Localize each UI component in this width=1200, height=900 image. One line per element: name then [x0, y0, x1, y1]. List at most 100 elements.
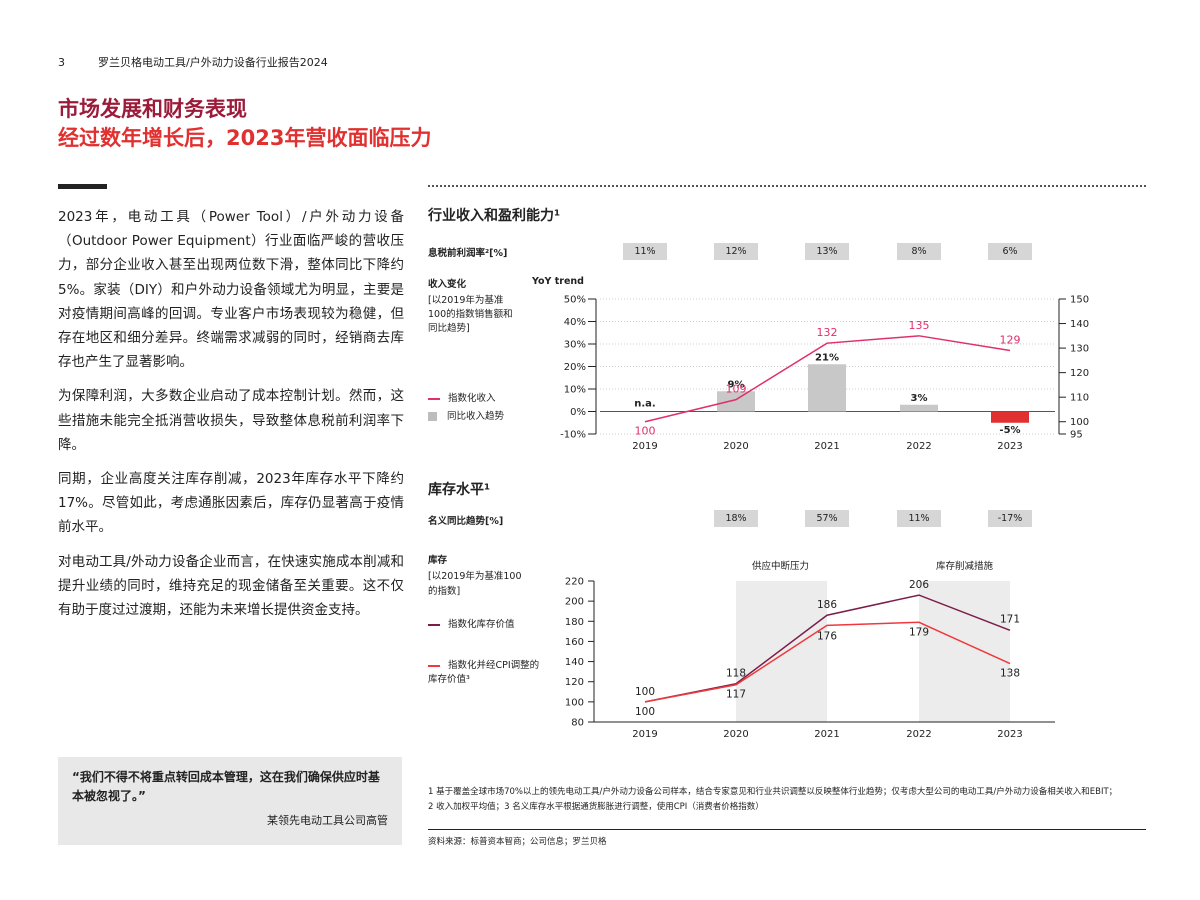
- body-paragraph: 对电动工具/外动力设备企业而言，在快速实施成本削减和提升业绩的同时，维持充足的现…: [58, 553, 404, 619]
- nominal-pill: 57%: [805, 510, 849, 527]
- chart2-legend-1: 指数化库存价值: [428, 616, 515, 630]
- x-tick-label: 2020: [723, 729, 748, 740]
- x-tick-label: 2019: [632, 729, 657, 740]
- left-tick-label: 40%: [564, 317, 586, 328]
- chart2-legend-2-cont: 库存价值³: [428, 674, 470, 685]
- x-tick-label: 2022: [906, 729, 931, 740]
- shaded-band: [919, 581, 1010, 722]
- chart2-legend-2: 指数化并经CPI调整的: [428, 657, 539, 671]
- y-tick-label: 140: [565, 657, 584, 668]
- bar-label: n.a.: [634, 399, 655, 410]
- x-tick-label: 2022: [906, 441, 931, 452]
- line-data-label: 132: [817, 326, 838, 339]
- quote-text: “我们不得不将重点转回成本管理，这在我们确保供应时基本被忽视了。”: [72, 770, 380, 803]
- band-label: 库存削减措施: [936, 561, 994, 572]
- chart2-title: 库存水平¹: [428, 482, 491, 498]
- body-paragraph: 同期，企业高度关注库存削减，2023年库存水平下降约17%。尽管如此，考虑通胀因…: [58, 471, 404, 536]
- x-tick-label: 2021: [814, 441, 839, 452]
- left-tick-label: 0%: [570, 407, 586, 418]
- ebit-pill: 12%: [714, 243, 758, 260]
- revenue-trend-bar: [808, 364, 846, 412]
- quote-box: “我们不得不将重点转回成本管理，这在我们确保供应时基本被忽视了。” 某领先电动工…: [58, 757, 402, 845]
- left-tick-label: 10%: [564, 385, 586, 396]
- bar-label: 3%: [911, 393, 928, 404]
- chart2-axis-title: 库存: [428, 555, 448, 566]
- line-data-label: 179: [909, 626, 929, 638]
- line-data-label: 171: [1000, 613, 1020, 625]
- y-tick-label: 100: [565, 697, 584, 708]
- left-tick-label: 30%: [564, 340, 586, 351]
- shaded-band: [736, 581, 827, 722]
- legend-swatch: [428, 664, 440, 667]
- legend-swatch: [428, 412, 437, 421]
- legend-swatch: [428, 397, 440, 400]
- line-data-label: 176: [817, 630, 837, 642]
- nominal-pill: 18%: [714, 510, 758, 527]
- chart1-axis-title: 收入变化: [428, 279, 467, 290]
- line-data-label: 186: [817, 599, 837, 611]
- right-tick-label: 110: [1070, 393, 1089, 404]
- section-subtitle: 经过数年增长后，2023年营收面临压力: [58, 126, 432, 150]
- line-data-label: 109: [726, 383, 747, 396]
- left-tick-label: 20%: [564, 362, 586, 373]
- section-title: 市场发展和财务表现: [58, 97, 247, 121]
- x-tick-label: 2023: [997, 441, 1022, 452]
- y-tick-label: 180: [565, 617, 584, 628]
- nominal-pill: 11%: [897, 510, 941, 527]
- chart1-legend-bar: 同比收入趋势: [428, 408, 504, 422]
- line-data-label: 135: [909, 319, 930, 332]
- x-tick-label: 2023: [997, 729, 1022, 740]
- y-tick-label: 200: [565, 597, 584, 608]
- revenue-trend-bar: [900, 404, 938, 412]
- x-tick-label: 2019: [632, 441, 657, 452]
- right-tick-label: 120: [1070, 368, 1089, 379]
- nominal-pill: -17%: [988, 510, 1032, 527]
- legend-swatch: [428, 623, 440, 626]
- revenue-trend-bar: [717, 391, 755, 412]
- line-data-label: 138: [1000, 668, 1020, 680]
- right-tick-label: 150: [1070, 295, 1089, 306]
- x-tick-label: 2021: [814, 729, 839, 740]
- ebit-pill: 8%: [897, 243, 941, 260]
- body-paragraph: 2023年，电动工具（Power Tool）/户外动力设备（Outdoor Po…: [58, 209, 404, 371]
- ebit-pill: 13%: [805, 243, 849, 260]
- footnote: 1 基于覆盖全球市场70%以上的领先电动工具/户外动力设备公司样本，结合专家意见…: [428, 787, 1118, 797]
- line-data-label: 206: [909, 579, 929, 591]
- chart1-axis-subtitle: [以2019年为基准: [428, 295, 504, 306]
- bar-label: -5%: [999, 425, 1020, 436]
- chart1-ebit-label: 息税前利润率²[%]: [428, 248, 508, 259]
- source-divider: [428, 829, 1146, 830]
- ebit-pill: 6%: [988, 243, 1032, 260]
- right-tick-label: 140: [1070, 319, 1089, 330]
- line-data-label: 100: [635, 425, 656, 438]
- document-title: 罗兰贝格电动工具/户外动力设备行业报告2024: [98, 56, 328, 69]
- cpi-adjusted-inventory-line: [644, 621, 1011, 703]
- y-tick-label: 120: [565, 677, 584, 688]
- band-label: 供应中断压力: [752, 561, 810, 572]
- indexed-revenue-line: [644, 335, 1011, 423]
- footnotes: 1 基于覆盖全球市场70%以上的领先电动工具/户外动力设备公司样本，结合专家意见…: [428, 785, 1148, 814]
- quote-attribution: 某领先电动工具公司高管: [267, 814, 388, 827]
- chart2-axis-subtitle: 的指数]: [428, 586, 461, 597]
- bar-label: 21%: [815, 352, 839, 363]
- chart1-legend-line: 指数化收入: [428, 390, 496, 404]
- body-paragraph: 为保障利润，大多数企业启动了成本控制计划。然而，这些措施未能完全抵消营收损失，导…: [58, 388, 404, 453]
- accent-bar: [58, 184, 107, 189]
- line-data-label: 100: [635, 706, 655, 718]
- left-tick-label: -10%: [560, 430, 586, 441]
- line-data-label: 118: [726, 668, 746, 680]
- x-tick-label: 2020: [723, 441, 748, 452]
- page-number: 3: [58, 56, 65, 69]
- right-tick-label: 130: [1070, 344, 1089, 355]
- revenue-trend-bar: [991, 411, 1029, 423]
- chart1-right-axis-title: YoY trend: [532, 276, 584, 287]
- chart2-axis-subtitle: [以2019年为基准100: [428, 571, 522, 582]
- line-data-label: 117: [726, 689, 746, 701]
- chart2-nominal-label: 名义同比趋势[%]: [428, 516, 504, 527]
- right-tick-label: 95: [1070, 430, 1083, 441]
- y-tick-label: 80: [571, 718, 584, 729]
- footnote: 2 收入加权平均值；3 名义库存水平根据通货膨胀进行调整，使用CPI（消费者价格…: [428, 801, 764, 812]
- line-data-label: 129: [1000, 334, 1021, 347]
- chart1-title: 行业收入和盈利能力¹: [428, 208, 561, 224]
